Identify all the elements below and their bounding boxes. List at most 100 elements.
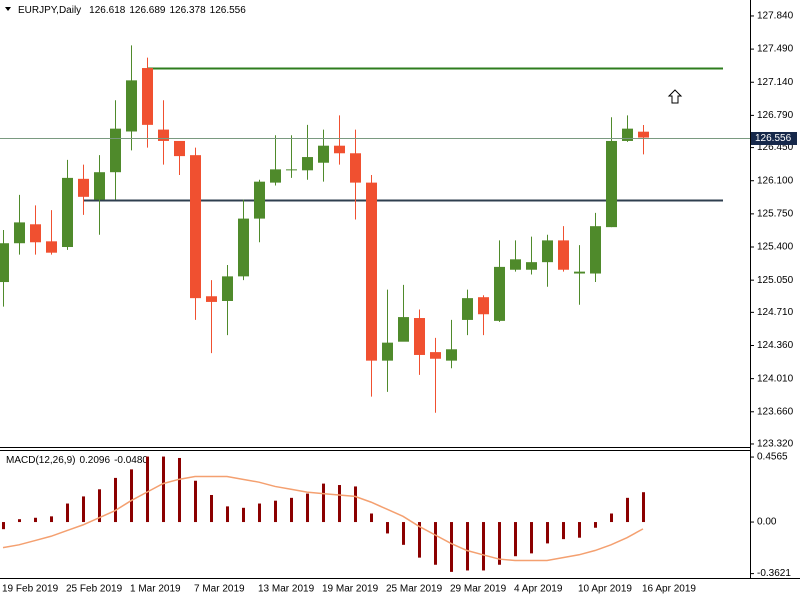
macd-value: 0.2096 <box>79 455 110 466</box>
candle-body <box>14 222 25 244</box>
macd-bar <box>290 497 293 523</box>
x-tick-label: 1 Mar 2019 <box>130 584 181 595</box>
macd-bar <box>2 522 5 530</box>
y-tick-label: -0.3621 <box>757 568 791 579</box>
candle-body <box>30 224 41 243</box>
candle-body <box>46 241 57 253</box>
macd-bar <box>306 493 309 523</box>
y-tick-label: 124.360 <box>757 340 794 351</box>
candle-body <box>222 276 233 301</box>
y-tick-label: 125.750 <box>757 209 794 220</box>
menu-triangle[interactable] <box>5 7 11 11</box>
macd-bar <box>226 506 229 523</box>
candle-body <box>254 181 265 219</box>
macd-bar <box>194 480 197 523</box>
header-open: 126.618 <box>89 5 126 16</box>
candle-body <box>286 169 297 171</box>
y-tick-label: 123.320 <box>757 439 794 450</box>
macd-bar <box>258 503 261 523</box>
macd-bar <box>386 522 389 534</box>
x-tick-label: 19 Feb 2019 <box>2 584 59 595</box>
candle-body <box>430 352 441 359</box>
arrow-icon <box>667 89 683 104</box>
macd-bar <box>482 522 485 571</box>
macd-bar <box>210 494 213 523</box>
macd-bar <box>578 522 581 538</box>
y-tick-label: 0.4565 <box>757 452 788 463</box>
macd-bar <box>66 503 69 523</box>
candle-body <box>478 297 489 315</box>
macd-bar <box>242 507 245 523</box>
macd-bar <box>338 485 341 523</box>
macd-bar <box>626 497 629 523</box>
candle-body <box>302 157 313 171</box>
candle-body <box>606 140 617 228</box>
macd-bar <box>354 486 357 523</box>
current-price-box <box>751 132 797 145</box>
y-tick-label: 124.710 <box>757 307 794 318</box>
macd-bar <box>450 522 453 572</box>
x-tick-label: 13 Mar 2019 <box>258 584 315 595</box>
macd-bar <box>146 456 149 523</box>
candle-body <box>190 155 201 299</box>
candle-body <box>558 240 569 270</box>
macd-bar <box>162 456 165 523</box>
header-close: 126.556 <box>210 5 247 16</box>
candle-body <box>542 240 553 263</box>
candle-body <box>366 182 377 361</box>
candle-body <box>206 296 217 302</box>
y-tick-label: 125.400 <box>757 242 794 253</box>
candle-body <box>78 178 89 197</box>
candle-body <box>398 317 409 342</box>
macd-bar <box>322 483 325 523</box>
y-tick-label: 123.660 <box>757 406 794 417</box>
x-tick-label: 29 Mar 2019 <box>450 584 507 595</box>
price-header: EURJPY,Daily 126.618 126.689 126.378 126.556 <box>18 5 246 16</box>
candle-body <box>590 226 601 274</box>
y-tick-label: 124.010 <box>757 373 794 384</box>
macd-bar <box>98 489 101 523</box>
header-low: 126.378 <box>169 5 206 16</box>
candle-body <box>0 243 9 283</box>
macd-bar <box>34 517 37 523</box>
macd-bar <box>130 469 133 523</box>
signal-value: -0.0480 <box>114 455 148 466</box>
x-tick-label: 4 Apr 2019 <box>514 584 563 595</box>
candle-body <box>414 318 425 355</box>
x-tick-label: 10 Apr 2019 <box>578 584 632 595</box>
candle-body <box>638 131 649 138</box>
x-tick-label: 19 Mar 2019 <box>322 584 379 595</box>
macd-bar <box>418 522 421 558</box>
y-tick-label: 127.840 <box>757 11 794 22</box>
candle-body <box>382 342 393 361</box>
x-tick-label: 7 Mar 2019 <box>194 584 245 595</box>
candle-body <box>446 349 457 361</box>
x-tick-label: 25 Mar 2019 <box>386 584 443 595</box>
macd-bar <box>434 522 437 565</box>
header-high: 126.689 <box>129 5 166 16</box>
y-tick-label: 125.050 <box>757 275 794 286</box>
macd-bar <box>562 522 565 540</box>
y-tick-label: 126.100 <box>757 175 794 186</box>
symbol: EURJPY,Daily <box>18 5 81 16</box>
macd-bar <box>546 522 549 544</box>
y-tick-label: 127.140 <box>757 77 794 88</box>
candle-body <box>462 298 473 320</box>
candle-body <box>62 177 73 248</box>
macd-bar <box>50 516 53 523</box>
macd-name: MACD(12,26,9) <box>6 455 75 466</box>
current-price-label: 126.556 <box>755 133 792 144</box>
macd-bar <box>642 492 645 523</box>
candle-body <box>94 172 105 200</box>
macd-bar <box>274 500 277 523</box>
macd-bar <box>514 522 517 557</box>
candle-body <box>158 129 169 141</box>
candle-body <box>526 262 537 270</box>
candle-body <box>238 218 249 277</box>
candle-body <box>574 271 585 274</box>
y-tick-label: 127.490 <box>757 44 794 55</box>
macd-bar <box>530 522 533 554</box>
